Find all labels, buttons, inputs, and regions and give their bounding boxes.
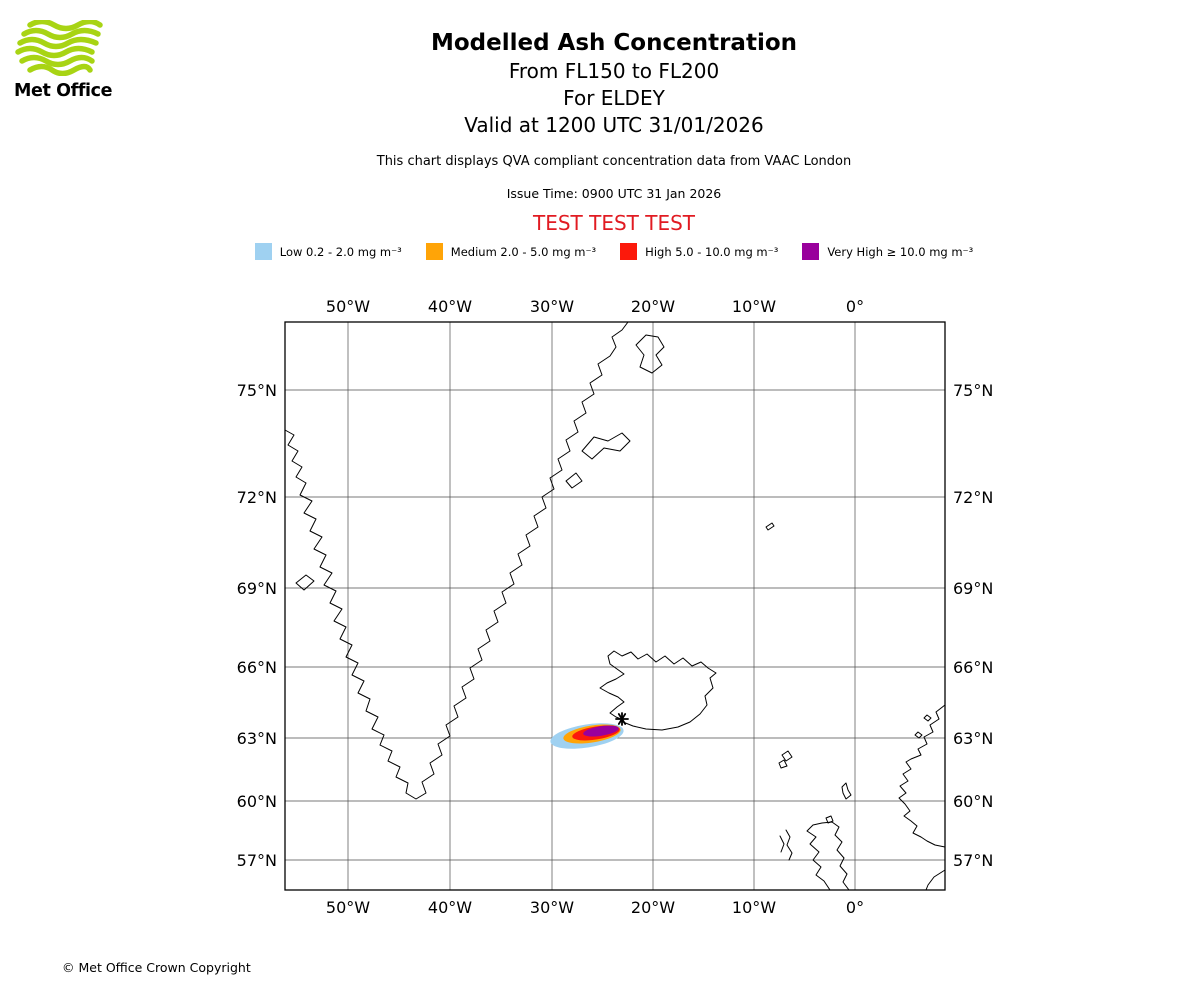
- lat-label: 69°N: [953, 579, 993, 598]
- low-label: Low 0.2 - 2.0 mg m⁻³: [279, 244, 402, 259]
- ash-plume-very-high: [583, 725, 619, 737]
- lat-label: 63°N: [237, 729, 277, 748]
- volcano-name-line: For ELDEY: [563, 86, 665, 110]
- lat-label: 60°N: [953, 792, 993, 811]
- lon-label: 50°W: [326, 898, 370, 915]
- coastline-scoresby-island: [581, 432, 631, 460]
- lon-label: 50°W: [326, 297, 370, 316]
- legend: Low 0.2 - 2.0 mg m⁻³ Medium 2.0 - 5.0 mg…: [28, 243, 1200, 260]
- lat-label: 66°N: [237, 658, 277, 677]
- volcano-icon: [615, 712, 629, 726]
- medium-swatch: [425, 243, 443, 260]
- qva-info-line: This chart displays QVA compliant concen…: [376, 154, 852, 169]
- lat-label: 75°N: [237, 381, 277, 400]
- coastline-faroe-islands: [778, 750, 793, 769]
- lon-label: 0°: [846, 898, 864, 915]
- lat-label: 69°N: [237, 579, 277, 598]
- coastline-jutland: [925, 869, 946, 891]
- chart-header: Modelled Ash Concentration From FL150 to…: [28, 28, 1200, 235]
- flight-levels-line: From FL150 to FL200: [508, 59, 720, 83]
- map: 50°W 40°W 30°W 20°W 10°W 0° 50°W 40°W 30…: [230, 285, 1010, 917]
- copyright-notice: © Met Office Crown Copyright: [62, 960, 251, 975]
- valid-time-line: Valid at 1200 UTC 31/01/2026: [464, 113, 764, 137]
- map-svg: 50°W 40°W 30°W 20°W 10°W 0° 50°W 40°W 30…: [237, 297, 994, 917]
- coastlines: [284, 321, 946, 891]
- coastline-disko-island: [295, 574, 315, 591]
- legend-item-high: High 5.0 - 10.0 mg m⁻³: [620, 243, 778, 260]
- page-title: Modelled Ash Concentration: [430, 30, 798, 56]
- coastline-shetland: [841, 782, 852, 800]
- high-label: High 5.0 - 10.0 mg m⁻³: [645, 244, 779, 259]
- coastline-iceland: [599, 650, 717, 731]
- lat-label: 57°N: [953, 851, 993, 870]
- lat-label: 63°N: [953, 729, 993, 748]
- coastline-norway-skerries: [914, 714, 932, 739]
- legend-item-medium: Medium 2.0 - 5.0 mg m⁻³: [425, 243, 597, 260]
- lon-label: 20°W: [631, 898, 675, 915]
- lat-label: 72°N: [953, 488, 993, 507]
- lon-label: 40°W: [428, 297, 472, 316]
- metoffice-waves-icon: [15, 18, 103, 77]
- coastline-scotland: [806, 821, 850, 891]
- coastline-small-island: [565, 472, 583, 489]
- lat-label: 72°N: [237, 488, 277, 507]
- metoffice-logo: Met Office: [14, 18, 118, 101]
- lon-label: 10°W: [732, 297, 776, 316]
- very-high-label: Very High ≥ 10.0 mg m⁻³: [827, 244, 974, 259]
- coastline-orkney: [825, 815, 834, 824]
- lat-labels-left: 75°N 72°N 69°N 66°N 63°N 60°N 57°N: [237, 381, 277, 870]
- medium-label: Medium 2.0 - 5.0 mg m⁻³: [450, 244, 597, 259]
- lat-label: 75°N: [953, 381, 993, 400]
- lat-label: 57°N: [237, 851, 277, 870]
- ash-plume: [550, 723, 624, 749]
- lon-label: 0°: [846, 297, 864, 316]
- lon-label: 20°W: [631, 297, 675, 316]
- lon-label: 30°W: [530, 297, 574, 316]
- legend-item-low: Low 0.2 - 2.0 mg m⁻³: [254, 243, 402, 260]
- coastline-greenland: [284, 321, 629, 800]
- lon-label: 10°W: [732, 898, 776, 915]
- coastline-norway: [898, 704, 946, 848]
- coastline-hebrides: [779, 829, 793, 861]
- test-banner: TEST TEST TEST: [532, 211, 695, 235]
- lat-label: 66°N: [953, 658, 993, 677]
- legend-item-very-high: Very High ≥ 10.0 mg m⁻³: [802, 243, 973, 260]
- coastline-greenland-island: [635, 334, 665, 374]
- high-swatch: [620, 243, 638, 260]
- lon-labels-bottom: 50°W 40°W 30°W 20°W 10°W 0°: [326, 898, 864, 917]
- low-swatch: [254, 243, 272, 260]
- coastline-jan-mayen: [765, 522, 775, 531]
- lat-labels-right: 75°N 72°N 69°N 66°N 63°N 60°N 57°N: [953, 381, 993, 870]
- metoffice-logo-text: Met Office: [14, 81, 113, 101]
- issue-time-line: Issue Time: 0900 UTC 31 Jan 2026: [506, 186, 722, 201]
- map-frame: [284, 321, 946, 891]
- very-high-swatch: [802, 243, 820, 260]
- lat-label: 60°N: [237, 792, 277, 811]
- lon-labels-top: 50°W 40°W 30°W 20°W 10°W 0°: [326, 297, 864, 316]
- graticule: [285, 322, 945, 890]
- lon-label: 40°W: [428, 898, 472, 915]
- lon-label: 30°W: [530, 898, 574, 915]
